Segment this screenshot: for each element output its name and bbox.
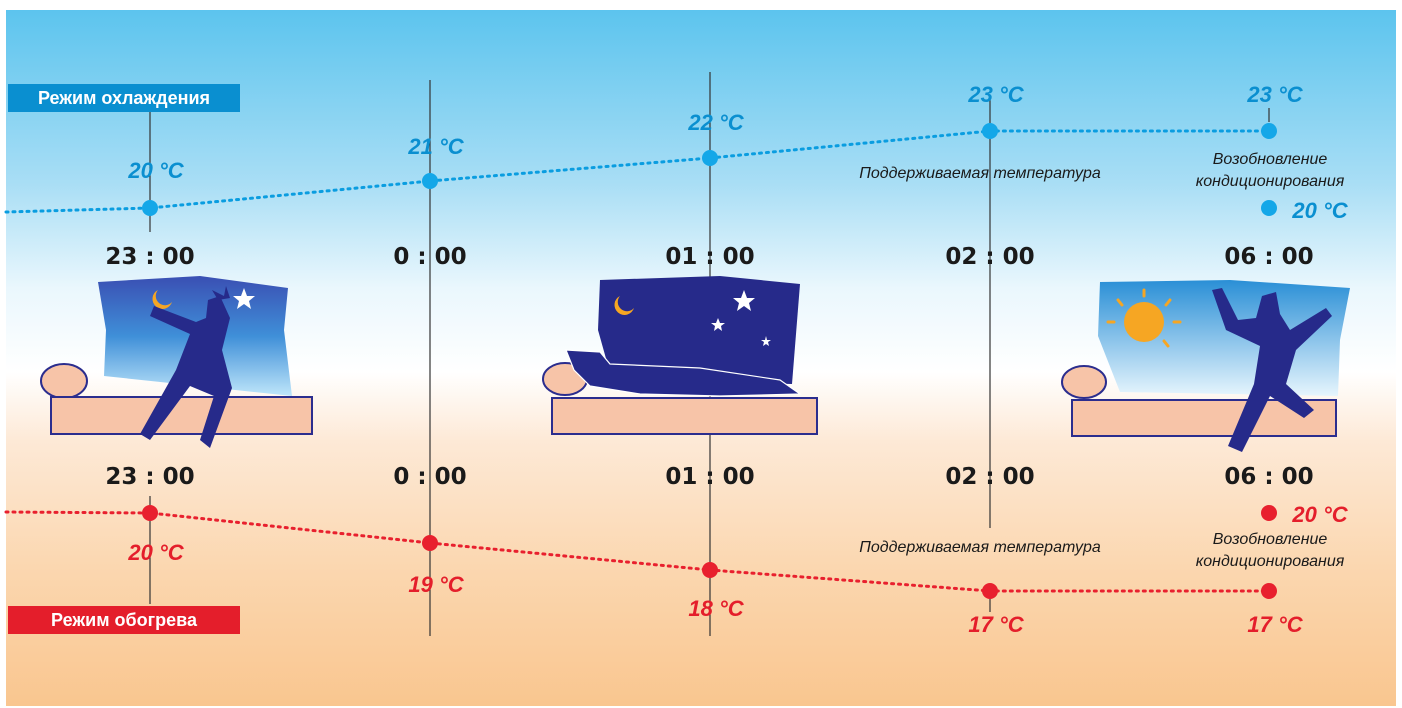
heating-temp-4: 17 °C bbox=[968, 612, 1024, 637]
time-top-1: 23 : 00 bbox=[105, 244, 195, 270]
heating-temp-2: 19 °C bbox=[408, 572, 464, 597]
cooling-temp-4: 23 °C bbox=[968, 82, 1024, 107]
pillow-icon-3 bbox=[1061, 365, 1107, 399]
scene-going-to-bed bbox=[40, 276, 313, 448]
sleeping-person-icon bbox=[565, 349, 802, 397]
cooling-point-1 bbox=[142, 200, 158, 216]
cooling-point-3 bbox=[702, 150, 718, 166]
pillow-icon bbox=[40, 363, 88, 399]
star-icon-3 bbox=[711, 318, 725, 331]
night-sky-dark-panel bbox=[598, 276, 800, 384]
sun-icon bbox=[1124, 302, 1164, 342]
time-top-2: 0 : 00 bbox=[393, 244, 467, 270]
cooling-resume-note-line1: Возобновление bbox=[1212, 151, 1328, 168]
time-top-4: 02 : 00 bbox=[945, 244, 1035, 270]
time-bottom-1: 23 : 00 bbox=[105, 464, 195, 490]
cooling-resume-point bbox=[1261, 200, 1277, 216]
star-icon-4 bbox=[761, 336, 771, 346]
heating-temp-3: 18 °C bbox=[688, 596, 744, 621]
heating-temp-1: 20 °C bbox=[128, 540, 184, 565]
time-bottom-2: 0 : 00 bbox=[393, 464, 467, 490]
heating-points bbox=[142, 505, 1277, 599]
cooling-point-4 bbox=[982, 123, 998, 139]
heating-resume-note-line1: Возобновление bbox=[1212, 531, 1328, 548]
heating-point-1 bbox=[142, 505, 158, 521]
stretching-person-icon bbox=[1212, 288, 1332, 452]
star-icon-2 bbox=[733, 290, 755, 311]
time-bottom-4: 02 : 00 bbox=[945, 464, 1035, 490]
cooling-temp-5: 23 °C bbox=[1247, 82, 1303, 107]
bed-icon-2 bbox=[551, 397, 818, 435]
time-bottom-3: 01 : 00 bbox=[665, 464, 755, 490]
heating-point-3 bbox=[702, 562, 718, 578]
cooling-temp-3: 22 °C bbox=[688, 110, 744, 135]
time-top-5: 06 : 00 bbox=[1224, 244, 1314, 270]
cooling-temperature-line bbox=[4, 129, 1271, 214]
cooling-mode-label: Режим охлаждения bbox=[8, 84, 240, 112]
heating-mode-label: Режим обогрева bbox=[8, 606, 240, 634]
time-bottom-5: 06 : 00 bbox=[1224, 464, 1314, 490]
heating-resume-point bbox=[1261, 505, 1277, 521]
cooling-temp-2: 21 °C bbox=[408, 134, 464, 159]
bed-icon bbox=[50, 396, 313, 435]
heating-temp-5: 17 °C bbox=[1247, 612, 1303, 637]
moon-icon-2 bbox=[614, 296, 634, 315]
moon-icon bbox=[152, 290, 172, 309]
heating-resume-note-line2: кондиционирования bbox=[1195, 553, 1345, 570]
person-icon bbox=[140, 296, 232, 448]
heating-point-2 bbox=[422, 535, 438, 551]
heating-point-5 bbox=[1261, 583, 1277, 599]
heating-maintained-note: Поддерживаемая температура bbox=[859, 539, 1101, 556]
star-icon bbox=[233, 288, 255, 309]
cooling-point-2 bbox=[422, 173, 438, 189]
heating-resume-temp: 20 °C bbox=[1292, 502, 1348, 527]
cooling-point-5 bbox=[1261, 123, 1277, 139]
cooling-resume-temp: 20 °C bbox=[1292, 198, 1348, 223]
cooling-maintained-note: Поддерживаемая температура bbox=[859, 165, 1101, 182]
scene-waking-up bbox=[1061, 280, 1350, 452]
cooling-points bbox=[142, 123, 1277, 216]
time-top-3: 01 : 00 bbox=[665, 244, 755, 270]
cooling-resume-note-line2: кондиционирования bbox=[1195, 173, 1345, 190]
cooling-temp-1: 20 °C bbox=[128, 158, 184, 183]
heating-point-4 bbox=[982, 583, 998, 599]
heating-temperature-line bbox=[4, 510, 1271, 593]
scene-sleeping bbox=[542, 276, 818, 435]
